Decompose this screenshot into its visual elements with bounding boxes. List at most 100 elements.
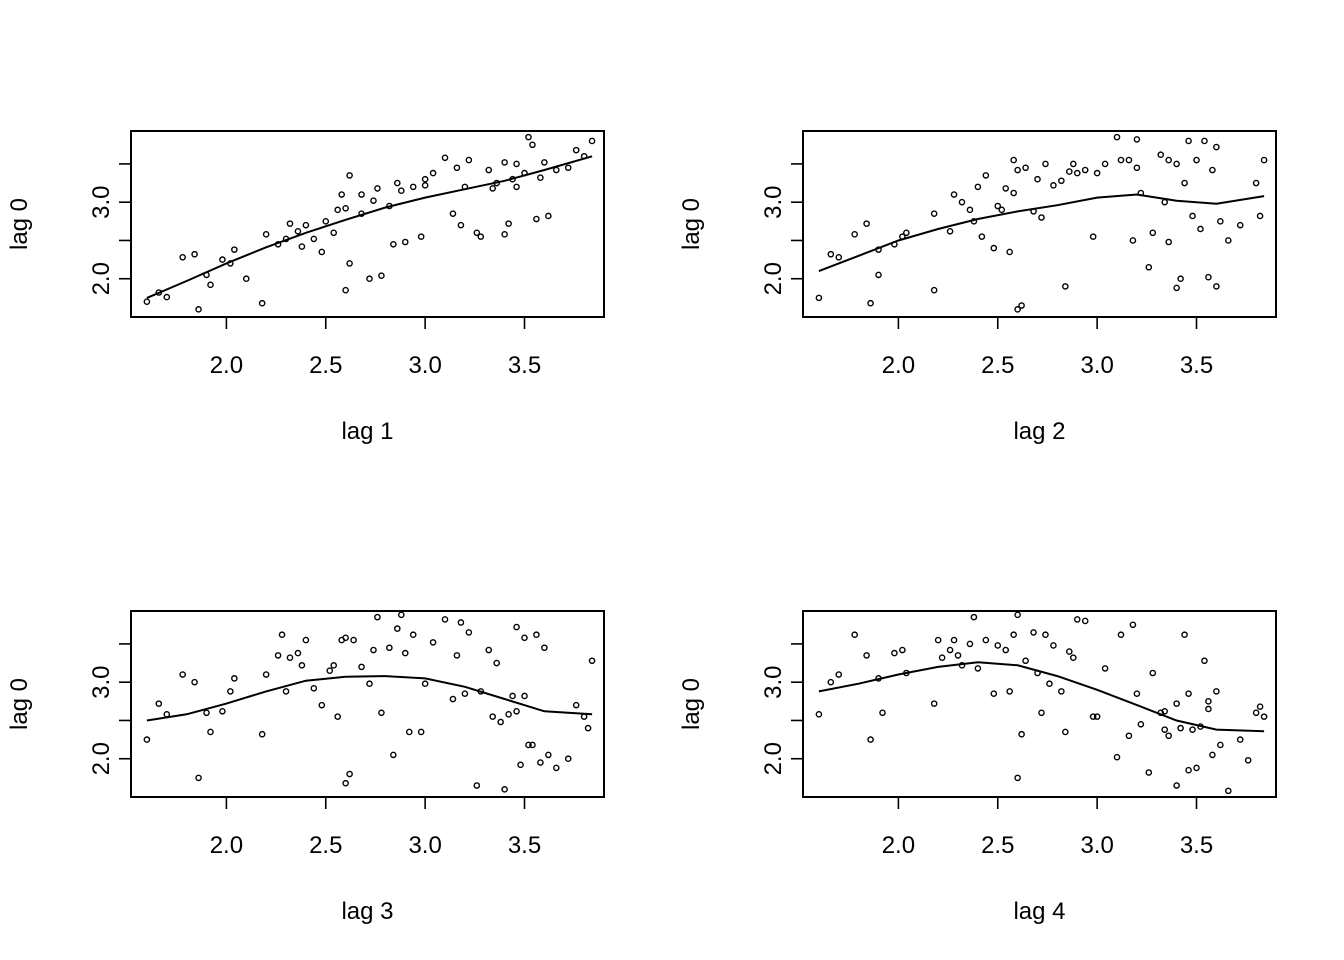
x-axis-label: lag 4 bbox=[1013, 898, 1065, 925]
data-point bbox=[1161, 707, 1169, 715]
data-point bbox=[875, 271, 882, 279]
data-point bbox=[282, 688, 290, 695]
y-tick-label: 3.0 bbox=[88, 185, 115, 218]
data-point bbox=[374, 185, 381, 192]
data-point bbox=[453, 164, 461, 172]
data-point bbox=[465, 629, 473, 636]
y-tick-label: 2.0 bbox=[88, 262, 115, 295]
data-point bbox=[501, 786, 508, 793]
data-point bbox=[1185, 766, 1192, 774]
data-point bbox=[1177, 724, 1184, 732]
data-point bbox=[815, 711, 823, 718]
data-point bbox=[501, 231, 508, 238]
data-point bbox=[242, 275, 250, 283]
data-point bbox=[1173, 782, 1180, 789]
data-point bbox=[1145, 769, 1153, 776]
data-point bbox=[318, 248, 326, 256]
data-point bbox=[429, 169, 437, 177]
data-point bbox=[950, 636, 958, 644]
data-point bbox=[537, 174, 544, 181]
data-point bbox=[1209, 751, 1216, 759]
data-point bbox=[330, 662, 338, 669]
data-point bbox=[390, 240, 397, 248]
y-tick-label: 2.0 bbox=[760, 262, 787, 295]
data-point bbox=[1225, 237, 1232, 244]
data-point bbox=[1205, 273, 1212, 281]
data-point bbox=[1260, 156, 1268, 164]
data-point bbox=[946, 646, 954, 654]
data-point bbox=[497, 718, 504, 726]
data-point bbox=[1014, 774, 1021, 782]
data-point bbox=[195, 774, 202, 782]
data-point bbox=[366, 680, 373, 688]
data-point bbox=[533, 215, 540, 223]
data-point bbox=[1113, 133, 1121, 141]
data-point bbox=[390, 751, 397, 759]
data-point bbox=[322, 218, 330, 225]
data-point bbox=[1093, 713, 1101, 720]
lag-plot-panel-2: 2.0 2.5 3.0 3.5 2.0 3.0 lag 2 lag 0 bbox=[678, 130, 1277, 445]
data-point bbox=[505, 711, 512, 718]
data-point bbox=[1177, 275, 1184, 283]
lag-plot-panel-4: 2.0 2.5 3.0 3.5 2.0 3.0 lag 4 lag 0 bbox=[678, 610, 1277, 925]
data-point bbox=[191, 678, 198, 686]
data-point bbox=[1101, 665, 1109, 672]
data-point bbox=[1010, 189, 1017, 197]
x-tick-label: 2.0 bbox=[882, 352, 915, 379]
data-point bbox=[179, 253, 186, 261]
data-point bbox=[1066, 168, 1073, 175]
data-point bbox=[449, 210, 457, 217]
data-point bbox=[974, 183, 982, 191]
data-point bbox=[143, 298, 151, 305]
data-point bbox=[998, 206, 1006, 214]
data-point bbox=[1089, 713, 1097, 720]
y-axis-label: lag 0 bbox=[678, 198, 705, 250]
data-point bbox=[966, 206, 974, 214]
data-point bbox=[401, 238, 409, 246]
data-point bbox=[231, 246, 238, 253]
data-point bbox=[1014, 306, 1021, 313]
data-point bbox=[1201, 137, 1208, 145]
data-point bbox=[358, 191, 365, 198]
data-point bbox=[1050, 642, 1057, 649]
x-tick-label: 2.0 bbox=[210, 352, 243, 379]
data-point bbox=[974, 665, 982, 672]
data-point bbox=[334, 206, 341, 214]
data-point bbox=[417, 728, 425, 736]
x-tick-label: 2.5 bbox=[981, 352, 1014, 379]
data-point bbox=[994, 202, 1002, 210]
data-point bbox=[342, 286, 349, 294]
data-point bbox=[441, 616, 449, 623]
data-point bbox=[545, 751, 552, 759]
data-point bbox=[835, 253, 843, 261]
data-point bbox=[1117, 156, 1125, 164]
data-point bbox=[370, 197, 377, 204]
data-point bbox=[1181, 179, 1188, 187]
smoothing-curve bbox=[818, 193, 1265, 273]
data-point bbox=[1129, 621, 1137, 629]
data-point bbox=[1042, 160, 1049, 168]
data-point bbox=[1236, 736, 1244, 743]
data-point bbox=[1006, 688, 1013, 695]
data-point bbox=[572, 701, 580, 709]
x-tick-label: 3.5 bbox=[1180, 832, 1213, 859]
data-point bbox=[274, 652, 282, 659]
data-point bbox=[1038, 709, 1045, 717]
x-tick-label: 2.5 bbox=[309, 832, 342, 859]
data-point bbox=[529, 141, 536, 149]
y-tick-label: 2.0 bbox=[760, 742, 787, 775]
data-point bbox=[1256, 703, 1264, 710]
data-point bbox=[330, 229, 338, 237]
data-point bbox=[899, 646, 906, 654]
data-point bbox=[1010, 631, 1017, 639]
x-tick-label: 3.0 bbox=[408, 832, 441, 859]
data-point bbox=[835, 671, 843, 678]
data-point bbox=[262, 231, 270, 238]
data-point bbox=[485, 166, 493, 174]
data-point bbox=[1006, 248, 1013, 256]
data-point bbox=[493, 659, 500, 667]
data-point bbox=[1073, 616, 1081, 623]
data-point bbox=[473, 229, 481, 237]
data-point bbox=[1256, 212, 1264, 220]
